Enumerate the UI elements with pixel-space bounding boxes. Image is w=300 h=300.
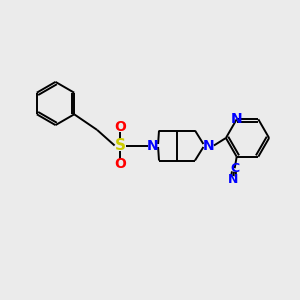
Text: N: N (147, 139, 159, 152)
Text: N: N (203, 139, 214, 152)
Text: S: S (115, 138, 125, 153)
Text: C: C (230, 162, 239, 175)
Text: O: O (114, 157, 126, 171)
Text: N: N (227, 173, 238, 186)
Text: O: O (114, 120, 126, 134)
Text: N: N (231, 112, 242, 126)
